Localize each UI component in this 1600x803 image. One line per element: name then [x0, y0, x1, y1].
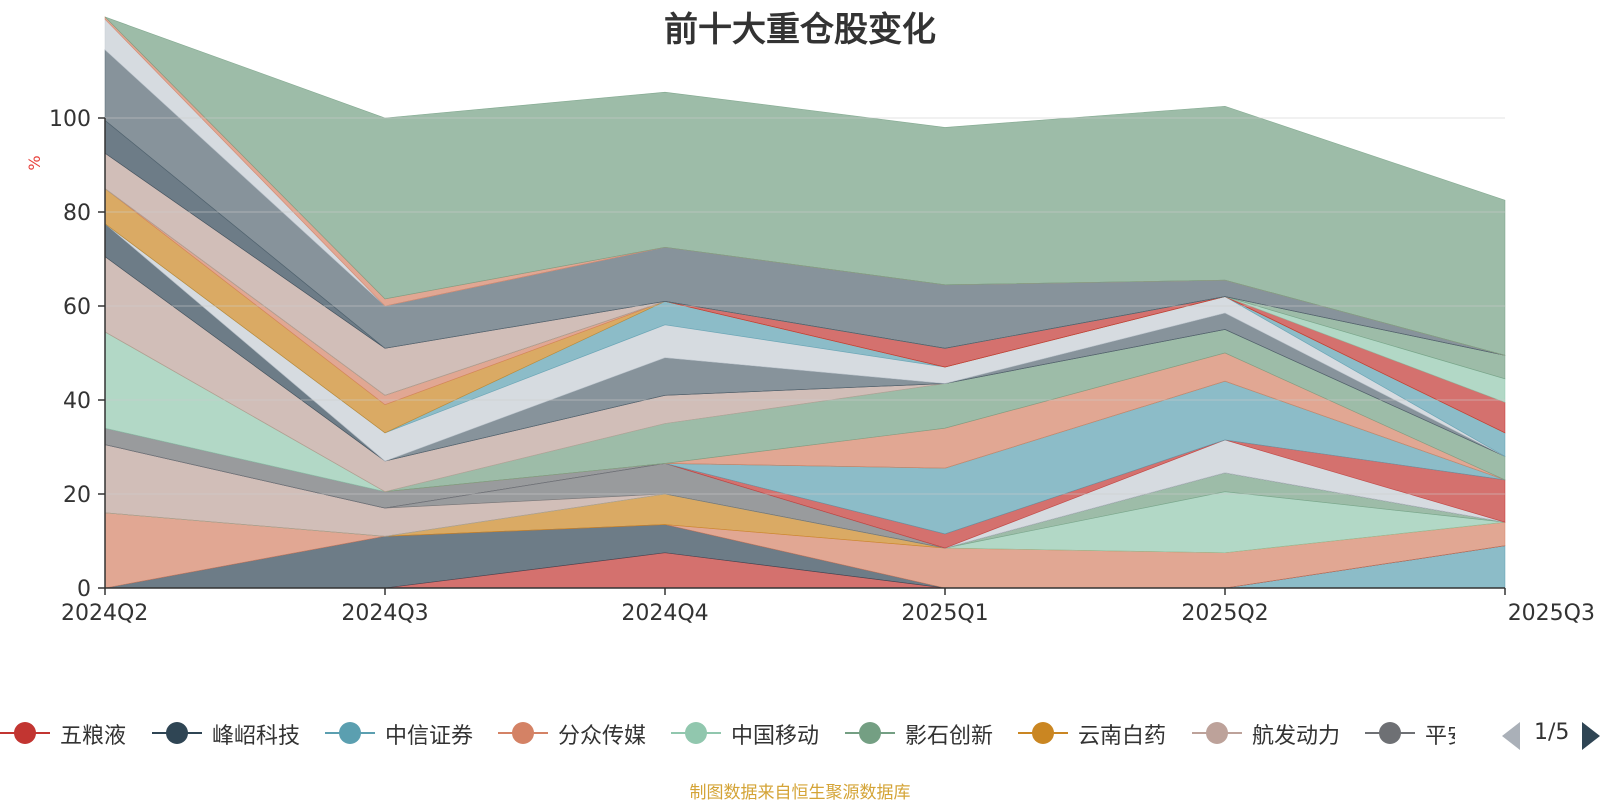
y-tick-label: 60: [63, 295, 91, 320]
legend-marker-icon: [0, 722, 50, 744]
legend-item[interactable]: 五粮液: [0, 716, 170, 750]
legend-marker-icon: [1018, 722, 1068, 744]
area-中际旭创[interactable]: [104, 16, 1506, 356]
legend-next-icon[interactable]: [1580, 720, 1600, 752]
legend-item[interactable]: 峰岹科技: [152, 716, 322, 750]
legend-label: 云南白药: [1078, 724, 1167, 749]
x-tick-label: 2025Q3: [1508, 601, 1595, 626]
legend-marker-icon: [845, 722, 895, 744]
legend-label: 航发动力: [1252, 724, 1341, 749]
legend-marker-icon: [1365, 722, 1415, 744]
legend-marker-icon: [498, 722, 548, 744]
x-tick-label: 2024Q2: [61, 601, 148, 626]
legend-marker-icon: [325, 722, 375, 744]
legend-item[interactable]: 平安: [1365, 716, 1455, 750]
data-source-note: 制图数据来自恒生聚源数据库: [689, 783, 911, 803]
chart-title: 前十大重仓股变化: [664, 10, 936, 50]
legend-item[interactable]: 航发动力: [1192, 716, 1362, 750]
legend-marker-icon: [671, 722, 721, 744]
x-tick-label: 2025Q2: [1181, 601, 1268, 626]
legend-item[interactable]: 影石创新: [845, 716, 1015, 750]
area-series: [104, 16, 1506, 589]
legend-pager: 1/5: [1500, 718, 1600, 754]
legend-item[interactable]: 分众传媒: [498, 716, 668, 750]
legend-label: 峰岹科技: [212, 724, 301, 749]
x-tick-label: 2024Q3: [341, 601, 428, 626]
legend-item[interactable]: 云南白药: [1018, 716, 1188, 750]
legend: 五粮液 峰岹科技 中信证券 分众传媒 中国移动 影石创新 云南白药 航发动力 平安: [0, 716, 1480, 756]
legend-item[interactable]: 中信证券: [325, 716, 495, 750]
legend-label: 中国移动: [731, 724, 820, 749]
axes: 0 20 40 60 80 100 2024Q2 2024Q3 2024Q4 2025Q1 2025…: [49, 107, 1595, 626]
y-tick-label: 100: [49, 107, 91, 132]
legend-prev-icon[interactable]: [1500, 720, 1522, 752]
x-tick-label: 2025Q1: [901, 601, 988, 626]
legend-label: 五粮液: [60, 724, 127, 749]
legend-marker-icon: [152, 722, 202, 744]
y-tick-label: 80: [63, 201, 91, 226]
y-tick-label: 0: [77, 577, 91, 602]
legend-page-indicator: 1/5: [1534, 720, 1570, 745]
legend-label: 影石创新: [905, 724, 994, 749]
y-tick-label: 40: [63, 389, 91, 414]
legend-label: 平安: [1425, 724, 1455, 749]
legend-label: 中信证券: [385, 724, 474, 749]
y-tick-label: 20: [63, 483, 91, 508]
legend-marker-icon: [1192, 722, 1242, 744]
legend-item[interactable]: 中国移动: [671, 716, 841, 750]
legend-label: 分众传媒: [558, 724, 647, 749]
x-tick-label: 2024Q4: [621, 601, 708, 626]
y-axis-label: %: [25, 155, 44, 170]
